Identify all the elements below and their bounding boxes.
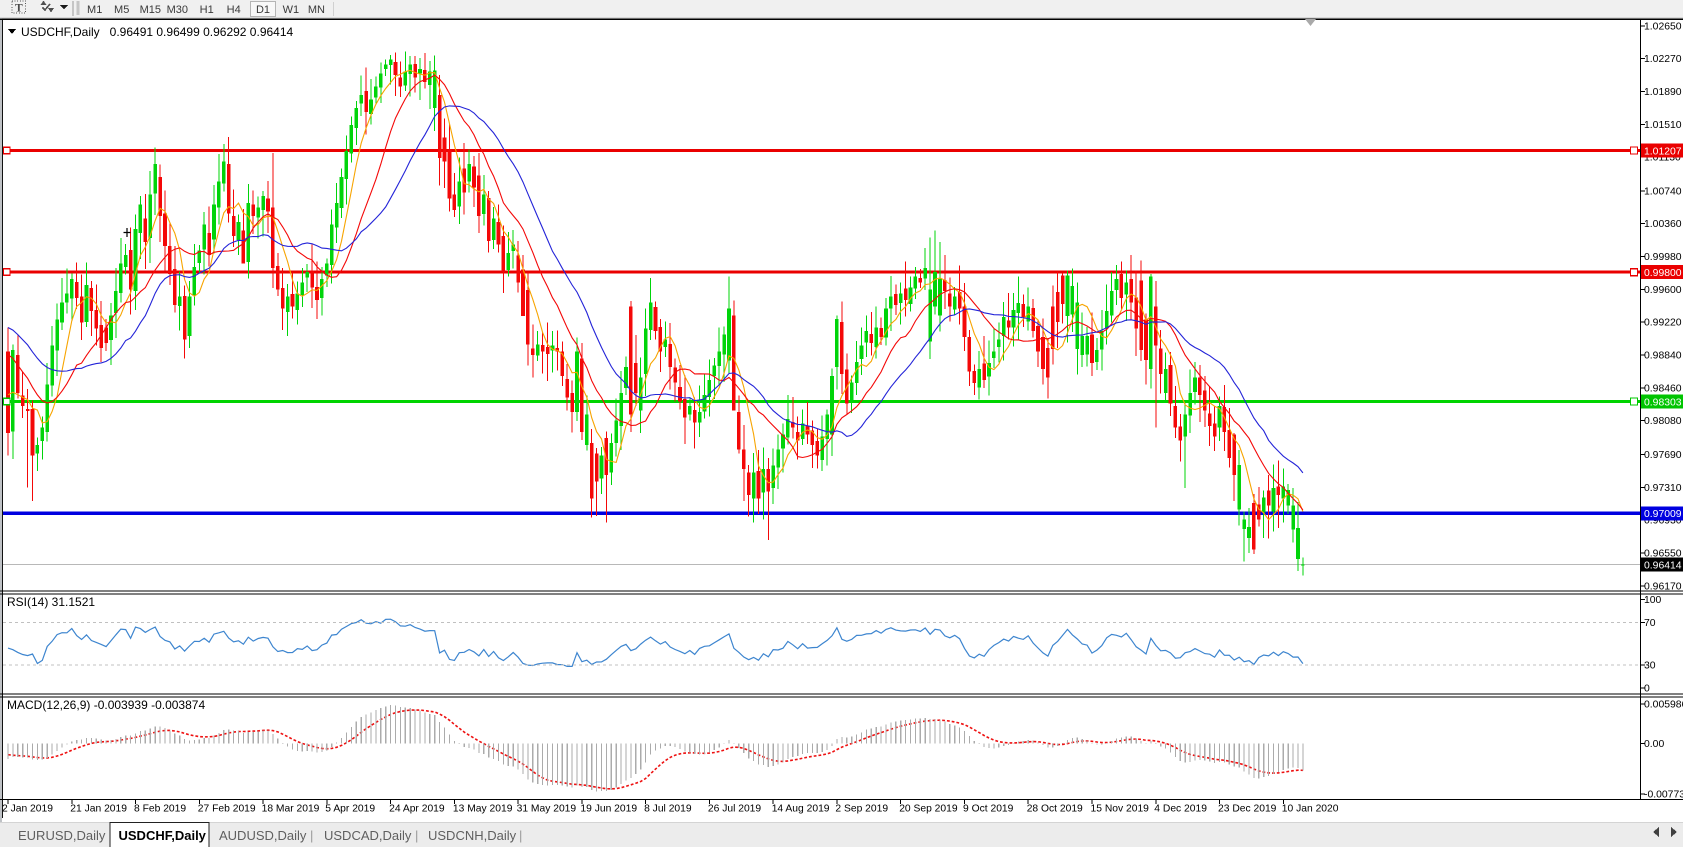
svg-text:0.97310: 0.97310	[1644, 483, 1682, 494]
svg-text:|: |	[310, 828, 313, 843]
svg-text:20 Sep 2019: 20 Sep 2019	[899, 804, 958, 815]
svg-text:5 Apr 2019: 5 Apr 2019	[325, 804, 375, 815]
svg-text:26 Jul 2019: 26 Jul 2019	[708, 804, 762, 815]
svg-text:USDCNH,Daily: USDCNH,Daily	[428, 828, 517, 843]
svg-text:0.97690: 0.97690	[1644, 450, 1682, 461]
svg-text:0.00: 0.00	[1644, 739, 1664, 750]
svg-text:0.99980: 0.99980	[1644, 252, 1682, 263]
svg-text:1.02270: 1.02270	[1644, 54, 1682, 65]
svg-text:0.99800: 0.99800	[1644, 268, 1682, 279]
svg-text:1.01890: 1.01890	[1644, 87, 1682, 98]
svg-text:USDCHF,Daily 0.96491 0.96499: USDCHF,Daily 0.96491 0.96499 0.96292 0.9…	[21, 25, 294, 39]
svg-text:MN: MN	[308, 4, 325, 16]
svg-text:24 Apr 2019: 24 Apr 2019	[389, 804, 445, 815]
svg-text:15 Nov 2019: 15 Nov 2019	[1091, 804, 1150, 815]
svg-text:0: 0	[1644, 684, 1650, 695]
svg-text:1.01510: 1.01510	[1644, 120, 1682, 131]
svg-text:28 Oct 2019: 28 Oct 2019	[1027, 804, 1083, 815]
svg-text:10 Jan 2020: 10 Jan 2020	[1282, 804, 1339, 815]
svg-text:1.01130: 1.01130	[1644, 153, 1681, 164]
svg-text:9 Oct 2019: 9 Oct 2019	[963, 804, 1014, 815]
svg-text:31 May 2019: 31 May 2019	[517, 804, 577, 815]
svg-text:0.98080: 0.98080	[1644, 416, 1682, 427]
svg-text:0.005986: 0.005986	[1644, 700, 1683, 711]
svg-text:0.97009: 0.97009	[1644, 509, 1682, 520]
svg-text:USDCAD,Daily: USDCAD,Daily	[324, 828, 412, 843]
svg-text:W1: W1	[283, 4, 300, 16]
svg-text:8 Feb 2019: 8 Feb 2019	[134, 804, 186, 815]
svg-text:0.98460: 0.98460	[1644, 383, 1682, 394]
svg-text:0.96414: 0.96414	[1644, 561, 1682, 572]
svg-text:MACD(12,26,9) -0.003939 -0.003: MACD(12,26,9) -0.003939 -0.003874	[7, 698, 205, 712]
svg-text:0.98303: 0.98303	[1644, 397, 1682, 408]
svg-text:23 Dec 2019: 23 Dec 2019	[1218, 804, 1277, 815]
svg-text:13 May 2019: 13 May 2019	[453, 804, 513, 815]
svg-text:D1: D1	[256, 4, 270, 16]
svg-text:14 Aug 2019: 14 Aug 2019	[772, 804, 830, 815]
svg-text:H1: H1	[200, 4, 214, 16]
svg-text:2 Sep 2019: 2 Sep 2019	[835, 804, 888, 815]
svg-text:1.00360: 1.00360	[1644, 219, 1682, 230]
svg-text:M1: M1	[87, 4, 102, 16]
svg-text:30: 30	[1644, 661, 1656, 672]
svg-text:18 Mar 2019: 18 Mar 2019	[262, 804, 320, 815]
svg-text:M30: M30	[167, 4, 188, 16]
svg-text:70: 70	[1644, 618, 1656, 629]
svg-text:27 Feb 2019: 27 Feb 2019	[198, 804, 256, 815]
svg-text:100: 100	[1644, 595, 1662, 606]
svg-text:M15: M15	[140, 4, 161, 16]
svg-text:|: |	[415, 828, 418, 843]
svg-text:RSI(14) 31.1521: RSI(14) 31.1521	[7, 595, 95, 609]
svg-text:0.96930: 0.96930	[1644, 516, 1682, 527]
svg-text:0.99220: 0.99220	[1644, 318, 1682, 329]
svg-text:T: T	[15, 3, 23, 15]
svg-text:0.96550: 0.96550	[1644, 549, 1682, 560]
svg-text:1.02650: 1.02650	[1644, 21, 1682, 32]
svg-text:8 Jul 2019: 8 Jul 2019	[644, 804, 692, 815]
svg-text:0.99600: 0.99600	[1644, 285, 1682, 296]
svg-text:M5: M5	[114, 4, 129, 16]
svg-text:|: |	[519, 828, 522, 843]
svg-text:-0.007737: -0.007737	[1644, 789, 1683, 800]
svg-text:AUDUSD,Daily: AUDUSD,Daily	[219, 828, 307, 843]
svg-text:2 Jan 2019: 2 Jan 2019	[2, 804, 53, 815]
svg-text:EURUSD,Daily: EURUSD,Daily	[18, 828, 106, 843]
svg-text:0.96170: 0.96170	[1644, 581, 1682, 592]
svg-text:4 Dec 2019: 4 Dec 2019	[1154, 804, 1207, 815]
svg-text:19 Jun 2019: 19 Jun 2019	[580, 804, 637, 815]
svg-text:1.01207: 1.01207	[1644, 146, 1682, 157]
svg-text:21 Jan 2019: 21 Jan 2019	[70, 804, 127, 815]
svg-text:USDCHF,Daily: USDCHF,Daily	[119, 828, 207, 843]
svg-text:0.98840: 0.98840	[1644, 351, 1682, 362]
svg-text:1.00740: 1.00740	[1644, 186, 1682, 197]
svg-text:H4: H4	[227, 4, 241, 16]
